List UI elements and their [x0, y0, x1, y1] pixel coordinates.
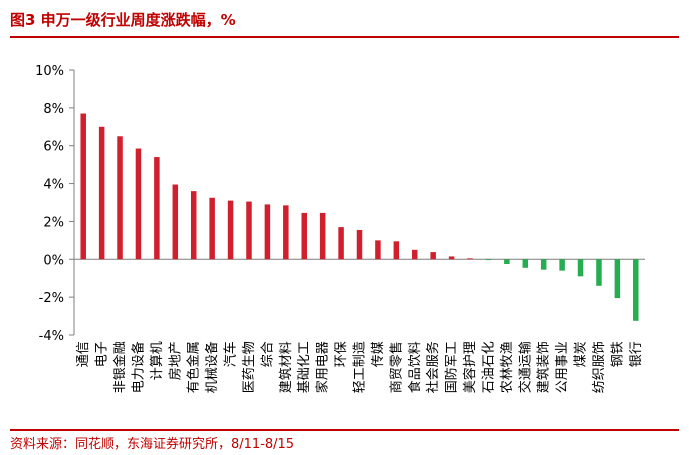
category-label: 机械设备 — [204, 341, 220, 393]
category-label: 公用事业 — [555, 341, 570, 393]
category-label: 轻工制造 — [353, 341, 368, 393]
bar — [485, 259, 492, 261]
bar — [375, 240, 381, 260]
category-label: 电力设备 — [130, 341, 146, 393]
y-tick-label: 0% — [43, 253, 64, 268]
category-label: 建筑材料 — [278, 341, 294, 393]
category-label: 传媒 — [371, 341, 386, 367]
category-label: 交通运输 — [517, 341, 533, 393]
category-label: 社会服务 — [425, 341, 441, 393]
bar — [80, 113, 86, 260]
page-title: 图3 申万一级行业周度涨跌幅，% — [10, 11, 236, 29]
bar — [283, 205, 289, 260]
bar — [504, 259, 510, 265]
category-label: 环保 — [334, 341, 349, 367]
bar — [117, 136, 123, 260]
bar — [356, 229, 363, 260]
bar — [430, 252, 436, 260]
bar — [393, 241, 400, 260]
category-label: 计算机 — [150, 341, 165, 380]
y-tick-label: -4% — [39, 329, 64, 344]
category-label: 家用电器 — [315, 341, 331, 393]
category-label: 医药生物 — [242, 341, 257, 393]
bar — [467, 258, 473, 260]
source-divider — [10, 429, 679, 431]
bar — [264, 204, 271, 260]
bar — [522, 259, 529, 268]
category-label: 农林牧渔 — [500, 341, 515, 393]
y-tick-label: 4% — [43, 178, 64, 193]
bar — [559, 259, 565, 271]
bar — [98, 126, 105, 260]
source-note: 资料来源：同花顺，东海证券研究所，8/11-8/15 — [10, 437, 295, 452]
y-tick-label: -2% — [39, 291, 64, 306]
category-label: 非银金融 — [112, 341, 128, 393]
bar — [633, 259, 639, 321]
bar — [596, 259, 602, 286]
y-tick-label: 6% — [43, 140, 64, 155]
category-label: 商贸零售 — [388, 341, 404, 393]
bar — [577, 259, 584, 277]
category-label: 国防军工 — [444, 341, 460, 393]
bar — [301, 212, 307, 260]
bar — [319, 212, 326, 260]
category-label: 钢铁 — [610, 341, 625, 367]
y-tick-label: 2% — [43, 215, 64, 230]
bar — [540, 259, 547, 270]
category-label: 综合 — [260, 341, 275, 367]
bar — [209, 197, 215, 260]
title-divider — [10, 36, 679, 38]
bar-chart: -4% -2% 0% 2% 4% 6% 8% 10% 通信 电子 非银金融 电力设备 计算机 房地产 有色金… — [35, 64, 645, 393]
bar — [135, 148, 142, 260]
bar — [448, 256, 455, 260]
category-label: 通信 — [76, 341, 91, 367]
bar — [614, 259, 621, 299]
category-label: 煤炭 — [574, 341, 589, 367]
category-label: 房地产 — [167, 341, 183, 380]
category-label: 基础化工 — [297, 341, 312, 393]
category-label: 有色金属 — [186, 341, 202, 393]
bar — [154, 157, 160, 260]
category-label: 食品饮料 — [407, 341, 423, 393]
bar — [172, 184, 179, 260]
y-tick-label: 10% — [35, 64, 64, 79]
category-label: 纺织服饰 — [592, 341, 607, 393]
bar — [338, 227, 344, 260]
category-label: 汽车 — [223, 341, 239, 367]
category-label: 电子 — [95, 341, 110, 367]
bar — [190, 191, 197, 260]
chart-container: -4% -2% 0% 2% 4% 6% 8% 10% 通信 电子 非银金融 电力设备 计算机 房地产 有色金… — [0, 40, 689, 430]
bar — [227, 200, 234, 260]
category-label: 银行 — [629, 341, 644, 367]
bar — [246, 201, 252, 260]
category-label: 美容护理 — [462, 341, 478, 393]
bar — [412, 249, 418, 260]
category-label: 建筑装饰 — [536, 341, 552, 393]
y-tick-label: 8% — [43, 102, 64, 117]
category-label: 石油石化 — [481, 341, 496, 393]
title-bar: 图3 申万一级行业周度涨跌幅，% — [0, 0, 689, 40]
